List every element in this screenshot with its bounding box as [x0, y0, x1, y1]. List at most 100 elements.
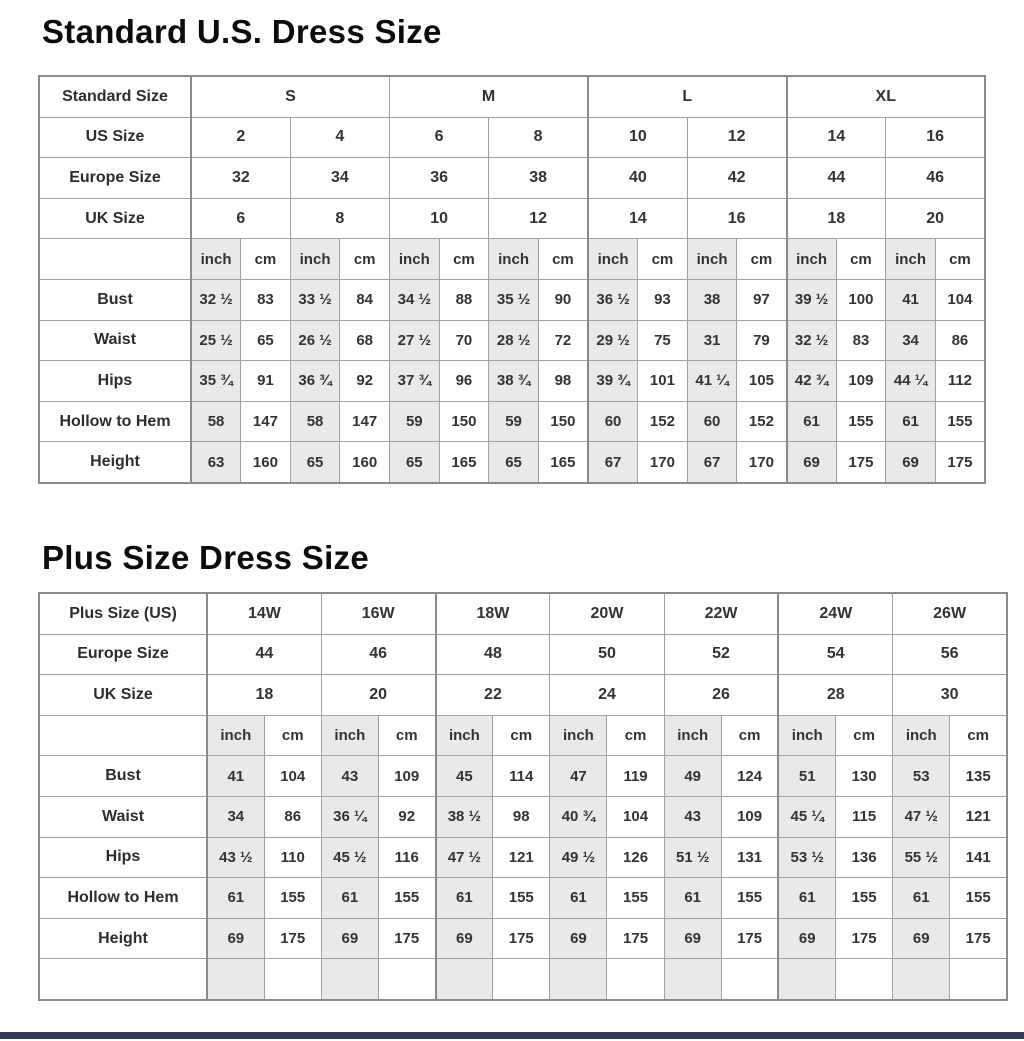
table-cell: 46 — [885, 157, 986, 199]
table-cell: 34 — [206, 795, 265, 838]
table-cell: 175 — [377, 917, 437, 960]
table-cell: 40 ¾ — [549, 795, 608, 838]
table-cell: inch — [320, 714, 379, 757]
table-cell: 52 — [663, 633, 779, 676]
table-cell: 18 — [785, 197, 887, 240]
table-cell: 48 — [434, 633, 551, 676]
standard-size-chart-title: Standard U.S. Dress Size — [42, 13, 442, 50]
row-label: Waist — [38, 795, 208, 838]
table-cell: 86 — [263, 795, 322, 838]
table-cell: 49 ½ — [549, 836, 608, 879]
table-cell: 65 — [240, 319, 291, 362]
table-cell: 38 — [488, 157, 589, 199]
table-cell: 100 — [835, 278, 887, 321]
table-cell: cm — [637, 238, 688, 280]
table-cell: 155 — [606, 877, 665, 919]
table-cell: 75 — [637, 319, 688, 362]
table-cell: inch — [885, 238, 936, 280]
table-cell: 16 — [686, 197, 788, 240]
table-cell: 51 — [777, 755, 837, 797]
bottom-divider-bar — [0, 1032, 1024, 1039]
table-cell: 155 — [934, 400, 986, 443]
table-cell: 32 ½ — [190, 278, 242, 321]
table-cell: 63 — [190, 441, 242, 484]
table-cell: 30 — [892, 674, 1008, 716]
table-row: Height 69 175 69 175 69 175 69 175 69 175 69 175 69 17… — [38, 917, 1008, 960]
table-cell — [549, 958, 608, 1001]
table-cell: 104 — [606, 795, 665, 838]
table-cell: 25 ½ — [190, 319, 242, 362]
row-label: Plus Size (US) — [38, 592, 208, 635]
table-cell: inch — [892, 714, 951, 757]
table-cell: 175 — [949, 917, 1008, 960]
table-row: Plus Size (US) 14W 16W 18W 20W 22W 24W 26W — [38, 592, 1008, 635]
table-cell: 18W — [434, 592, 551, 635]
table-cell: 150 — [537, 400, 589, 443]
table-cell: 18 — [206, 674, 322, 716]
table-cell: 92 — [339, 360, 390, 402]
table-row: Europe Size 44 46 48 50 52 54 56 — [38, 633, 1008, 676]
table-cell — [606, 958, 665, 1001]
table-cell: 60 — [686, 400, 738, 443]
table-cell: cm — [240, 238, 291, 280]
table-cell: 26 — [663, 674, 779, 716]
row-label — [38, 958, 208, 1001]
table-cell: 14W — [206, 592, 322, 635]
table-cell: 96 — [438, 360, 490, 402]
table-cell: 32 — [190, 157, 291, 199]
row-label: Bust — [38, 755, 208, 797]
table-cell: 69 — [434, 917, 494, 960]
table-cell: 135 — [949, 755, 1008, 797]
table-cell: 109 — [377, 755, 437, 797]
table-cell: 61 — [320, 877, 379, 919]
table-cell: 91 — [240, 360, 291, 402]
table-cell: 12 — [488, 197, 589, 240]
table-cell: 40 — [586, 157, 688, 199]
table-cell — [263, 958, 322, 1001]
table-cell: 69 — [892, 917, 951, 960]
table-cell: 165 — [438, 441, 490, 484]
table-cell: cm — [736, 238, 787, 280]
table-cell — [949, 958, 1008, 1001]
row-label: Bust — [38, 278, 192, 321]
table-cell: 119 — [606, 755, 665, 797]
table-cell: 36 ¼ — [320, 795, 379, 838]
table-row — [38, 958, 1008, 1001]
row-label: Europe Size — [38, 633, 208, 676]
table-cell: 41 — [885, 278, 936, 321]
table-row: inch cm inch cm inch cm inch cm inch cm inch cm inch… — [38, 238, 986, 280]
table-row: Europe Size 32 34 36 38 40 42 44 46 — [38, 157, 986, 199]
table-cell: 97 — [736, 278, 787, 321]
table-cell: inch — [663, 714, 722, 757]
table-cell: 45 — [434, 755, 494, 797]
row-label: Height — [38, 917, 208, 960]
table-cell: 38 ½ — [434, 795, 494, 838]
table-cell — [720, 958, 779, 1001]
table-row: Hips 43 ½ 110 45 ½ 116 47 ½ 121 49 ½ 126 51 ½ 131 5… — [38, 836, 1008, 879]
table-cell — [492, 958, 551, 1001]
table-cell: 155 — [492, 877, 551, 919]
table-cell: 68 — [339, 319, 390, 362]
table-cell: 130 — [835, 755, 894, 797]
table-cell: 69 — [777, 917, 837, 960]
table-cell: 50 — [549, 633, 665, 676]
table-cell: 2 — [190, 116, 291, 159]
table-cell: 41 ¼ — [686, 360, 738, 402]
table-cell: inch — [785, 238, 837, 280]
table-cell — [206, 958, 265, 1001]
table-cell: 59 — [389, 400, 440, 443]
table-cell: 160 — [339, 441, 390, 484]
table-cell: 175 — [934, 441, 986, 484]
table-row: UK Size 18 20 22 24 26 28 30 — [38, 674, 1008, 716]
table-cell: 61 — [549, 877, 608, 919]
table-cell: 61 — [663, 877, 722, 919]
table-cell — [835, 958, 894, 1001]
table-cell: 124 — [720, 755, 779, 797]
table-cell: 93 — [637, 278, 688, 321]
table-cell: 155 — [949, 877, 1008, 919]
table-cell: 56 — [892, 633, 1008, 676]
table-cell: 39 ½ — [785, 278, 837, 321]
table-cell: cm — [438, 238, 490, 280]
table-cell: 69 — [320, 917, 379, 960]
